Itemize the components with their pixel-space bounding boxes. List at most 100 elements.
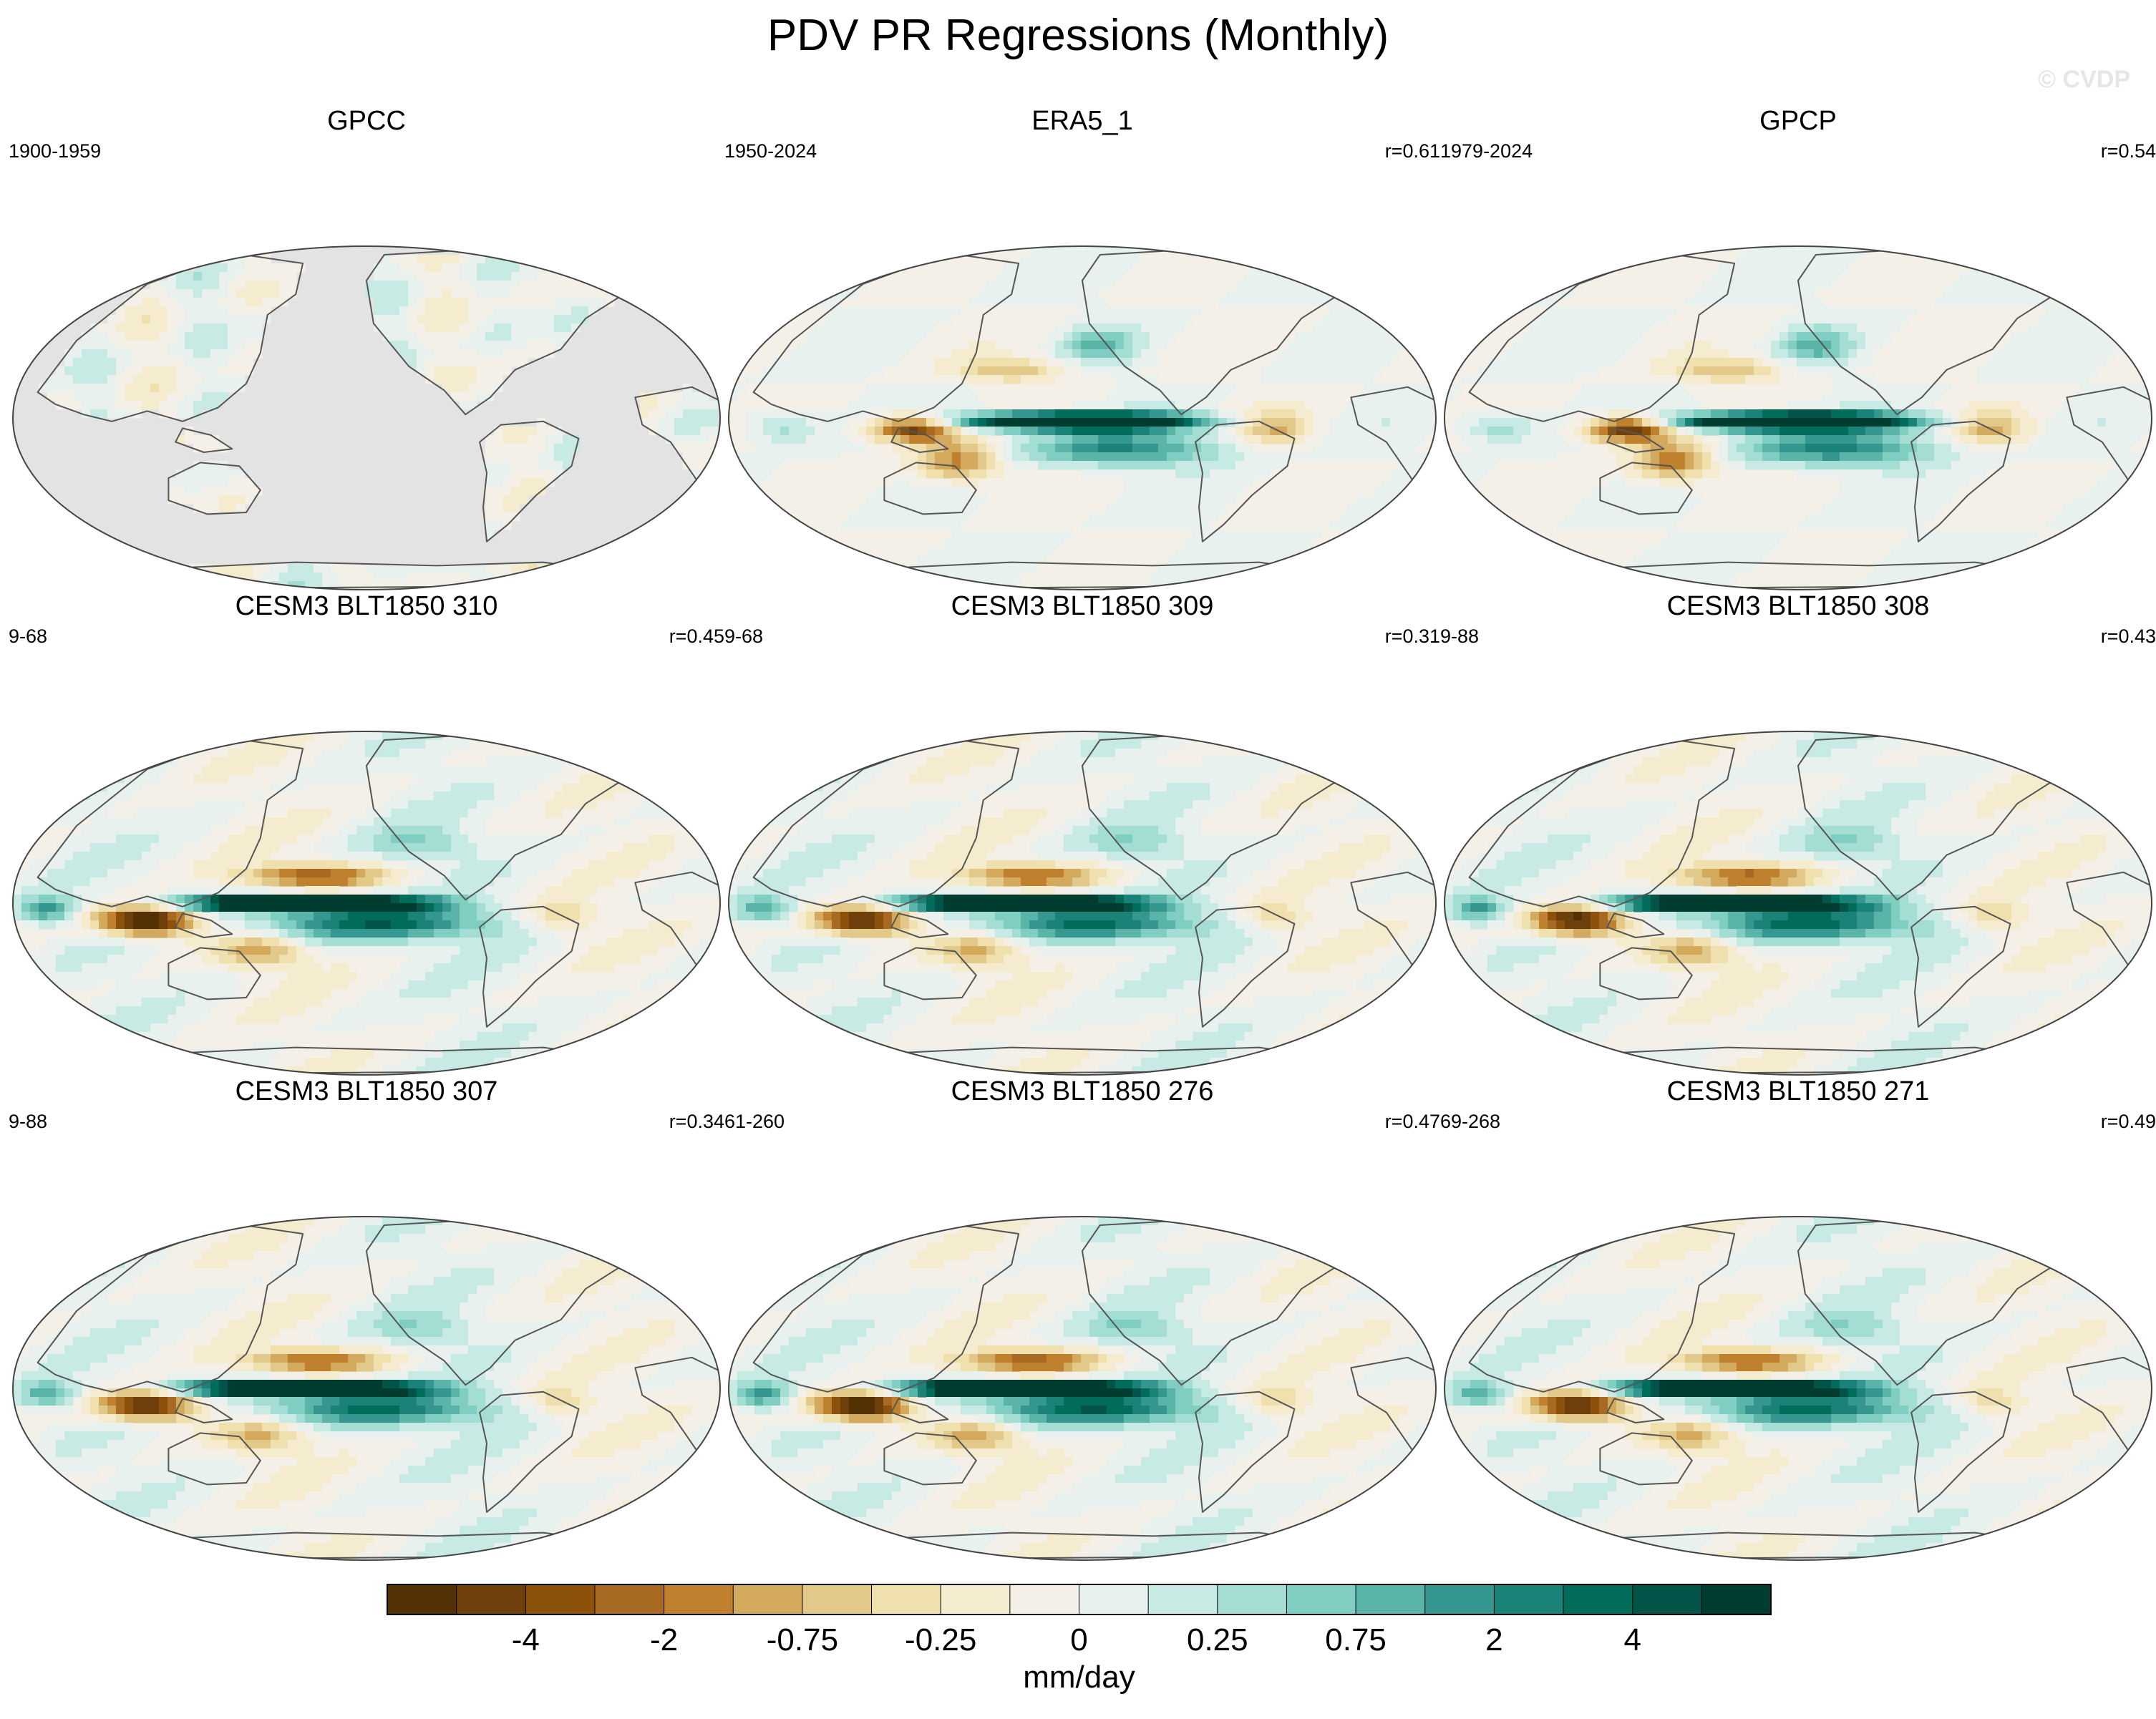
field-cell: [399, 826, 409, 835]
field-cell: [1728, 272, 1737, 281]
field-cell: [1668, 495, 1677, 505]
field-cell: [1089, 401, 1099, 410]
field-cell: [2089, 401, 2098, 410]
field-cell: [1107, 366, 1116, 376]
field-cell: [185, 469, 194, 479]
field-cell: [253, 852, 263, 861]
field-cell: [1364, 401, 1374, 410]
field-cell: [64, 375, 74, 384]
field-cell: [1047, 409, 1056, 419]
field-cell: [1244, 281, 1253, 290]
field-cell: [408, 564, 417, 573]
field-cell: [2003, 427, 2012, 436]
field-cell: [365, 869, 374, 878]
field-cell: [56, 877, 65, 887]
field-cell: [1754, 418, 1763, 427]
field-cell: [918, 504, 927, 513]
field-cell: [1908, 461, 1918, 470]
field-cell: [832, 358, 841, 367]
field-cell: [700, 435, 709, 444]
field-cell: [952, 530, 961, 539]
field-cell: [1805, 332, 1815, 341]
field-cell: [99, 358, 108, 367]
field-cell: [425, 766, 434, 775]
field-cell: [193, 298, 203, 307]
field-cell: [875, 495, 884, 505]
field-cell: [1917, 461, 1926, 470]
field-cell: [511, 341, 520, 350]
field-cell: [1573, 366, 1583, 376]
field-cell: [554, 766, 563, 775]
field-cell: [176, 366, 185, 376]
field-cell: [926, 487, 936, 496]
field-cell: [1399, 427, 1408, 436]
field-cell: [185, 323, 194, 333]
field-cell: [1642, 452, 1651, 462]
field-cell: [563, 783, 572, 792]
field-cell: [1261, 298, 1271, 307]
field-cell: [2011, 452, 2021, 462]
field-cell: [2140, 461, 2150, 470]
field-cell: [1098, 315, 1107, 324]
panel-title: GPCC: [327, 106, 406, 136]
field-cell: [64, 366, 74, 376]
field-cell: [1107, 315, 1116, 324]
field-cell: [356, 766, 366, 775]
field-cell: [1364, 375, 1374, 384]
field-cell: [1943, 444, 1952, 453]
field-cell: [1651, 358, 1660, 367]
field-cell: [494, 800, 503, 809]
field-cell: [2063, 444, 2072, 453]
field-cell: [700, 444, 709, 453]
field-cell: [1917, 487, 1926, 496]
field-cell: [597, 289, 606, 298]
field-cell: [1330, 349, 1339, 359]
field-cell: [1132, 323, 1142, 333]
field-cell: [571, 323, 581, 333]
field-cell: [1556, 435, 1565, 444]
field-cell: [1072, 349, 1082, 359]
field-cell: [1874, 341, 1883, 350]
field-cell: [858, 349, 867, 359]
field-cell: [1356, 349, 1365, 359]
field-cell: [219, 375, 228, 384]
field-cell: [451, 289, 460, 298]
field-cell: [840, 323, 850, 333]
field-cell: [442, 800, 452, 809]
field-cell: [399, 315, 409, 324]
field-cell: [657, 392, 666, 401]
field-cell: [1115, 401, 1125, 410]
field-cell: [90, 323, 99, 333]
field-cell: [21, 869, 31, 878]
field-cell: [202, 766, 211, 775]
field-cell: [116, 392, 125, 401]
field-cell: [331, 860, 340, 870]
field-cell: [485, 349, 495, 359]
field-cell: [219, 800, 228, 809]
field-cell: [1487, 461, 1497, 470]
field-cell: [1651, 306, 1660, 316]
field-cell: [1132, 306, 1142, 316]
field-cell: [1616, 332, 1626, 341]
field-cell: [460, 323, 469, 333]
field-cell: [391, 877, 400, 887]
field-cell: [806, 452, 815, 462]
field-cell: [815, 452, 824, 462]
field-cell: [545, 315, 555, 324]
field-cell: [1694, 341, 1703, 350]
field-cell: [875, 487, 884, 496]
field-cell: [2020, 418, 2029, 427]
field-cell: [1399, 409, 1408, 419]
field-cell: [236, 272, 246, 281]
field-cell: [485, 306, 495, 316]
field-cell: [900, 495, 910, 505]
field-cell: [1840, 521, 1849, 530]
field-cell: [1668, 573, 1677, 582]
field-cell: [90, 375, 99, 384]
field-cell: [253, 564, 263, 573]
field-cell: [1762, 366, 1772, 376]
field-cell: [554, 435, 563, 444]
field-cell: [1522, 452, 1531, 462]
field-cell: [1522, 375, 1531, 384]
field-cell: [1261, 435, 1271, 444]
